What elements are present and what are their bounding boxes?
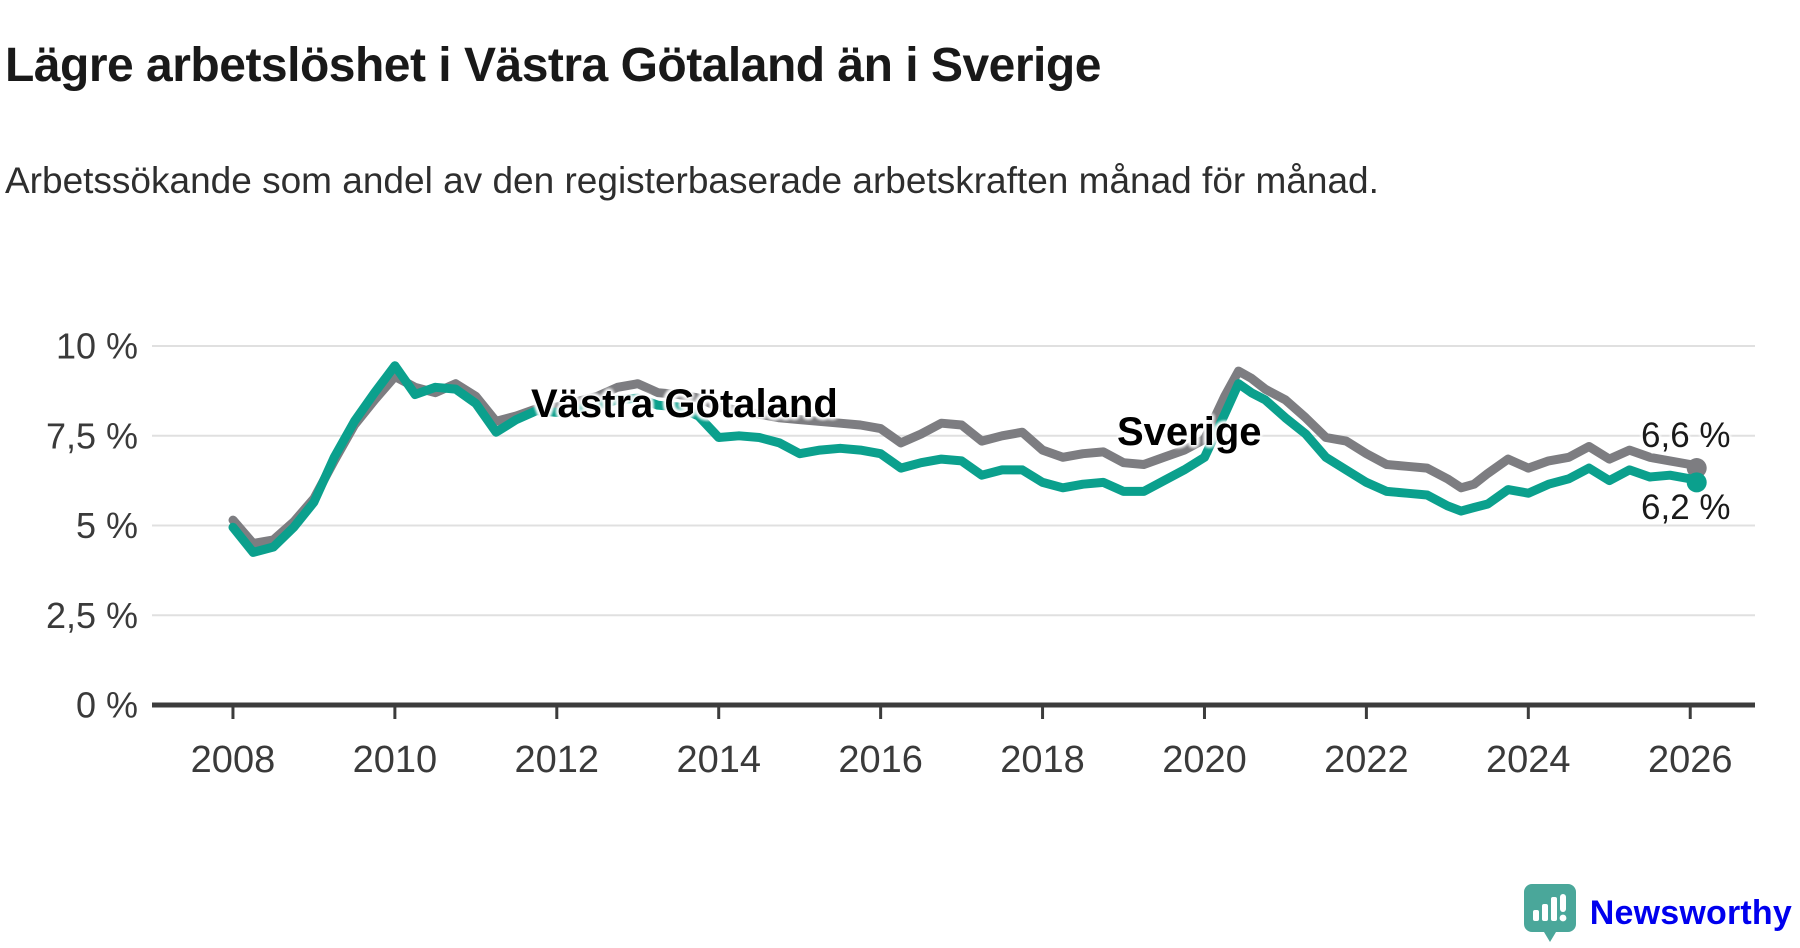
newsworthy-brand-link[interactable]: Newsworthy <box>1522 882 1792 944</box>
series-line-sverige <box>228 366 1702 548</box>
series-label-sverige: Sverige <box>1117 410 1262 454</box>
x-tick-label: 2020 <box>1162 739 1247 781</box>
y-tick-label: 10 % <box>56 326 138 367</box>
chart-title: Lägre arbetslöshet i Västra Götaland än … <box>5 39 1101 93</box>
x-tick-label: 2008 <box>191 739 276 781</box>
x-tick-label: 2012 <box>515 739 600 781</box>
end-dot-sverige <box>1686 458 1707 479</box>
end-dot-v-stra-g-taland <box>1686 472 1707 493</box>
x-tick-label: 2018 <box>1000 739 1085 781</box>
x-tick-label: 2016 <box>838 739 923 781</box>
x-tick-label: 2024 <box>1486 739 1571 781</box>
y-tick-label: 5 % <box>76 505 138 546</box>
series-line-v-stra-g-taland <box>228 361 1702 557</box>
x-tick-label: 2026 <box>1648 739 1733 781</box>
newsworthy-brand-text: Newsworthy <box>1589 893 1792 932</box>
y-tick-label: 2,5 % <box>46 595 138 636</box>
end-value-sverige: 6,6 % <box>1641 416 1731 455</box>
chart-subtitle: Arbetssökande som andel av den registerb… <box>5 160 1379 201</box>
end-value-vastra-gotaland: 6,2 % <box>1641 488 1731 527</box>
x-tick-label: 2022 <box>1324 739 1409 781</box>
newsworthy-logo-icon <box>1523 884 1576 942</box>
y-tick-label: 0 % <box>76 685 138 726</box>
x-tick-label: 2010 <box>353 739 438 781</box>
x-tick-label: 2014 <box>676 739 761 781</box>
series-label-vastra-gotaland: Västra Götaland <box>531 382 838 426</box>
y-tick-label: 7,5 % <box>46 415 138 456</box>
